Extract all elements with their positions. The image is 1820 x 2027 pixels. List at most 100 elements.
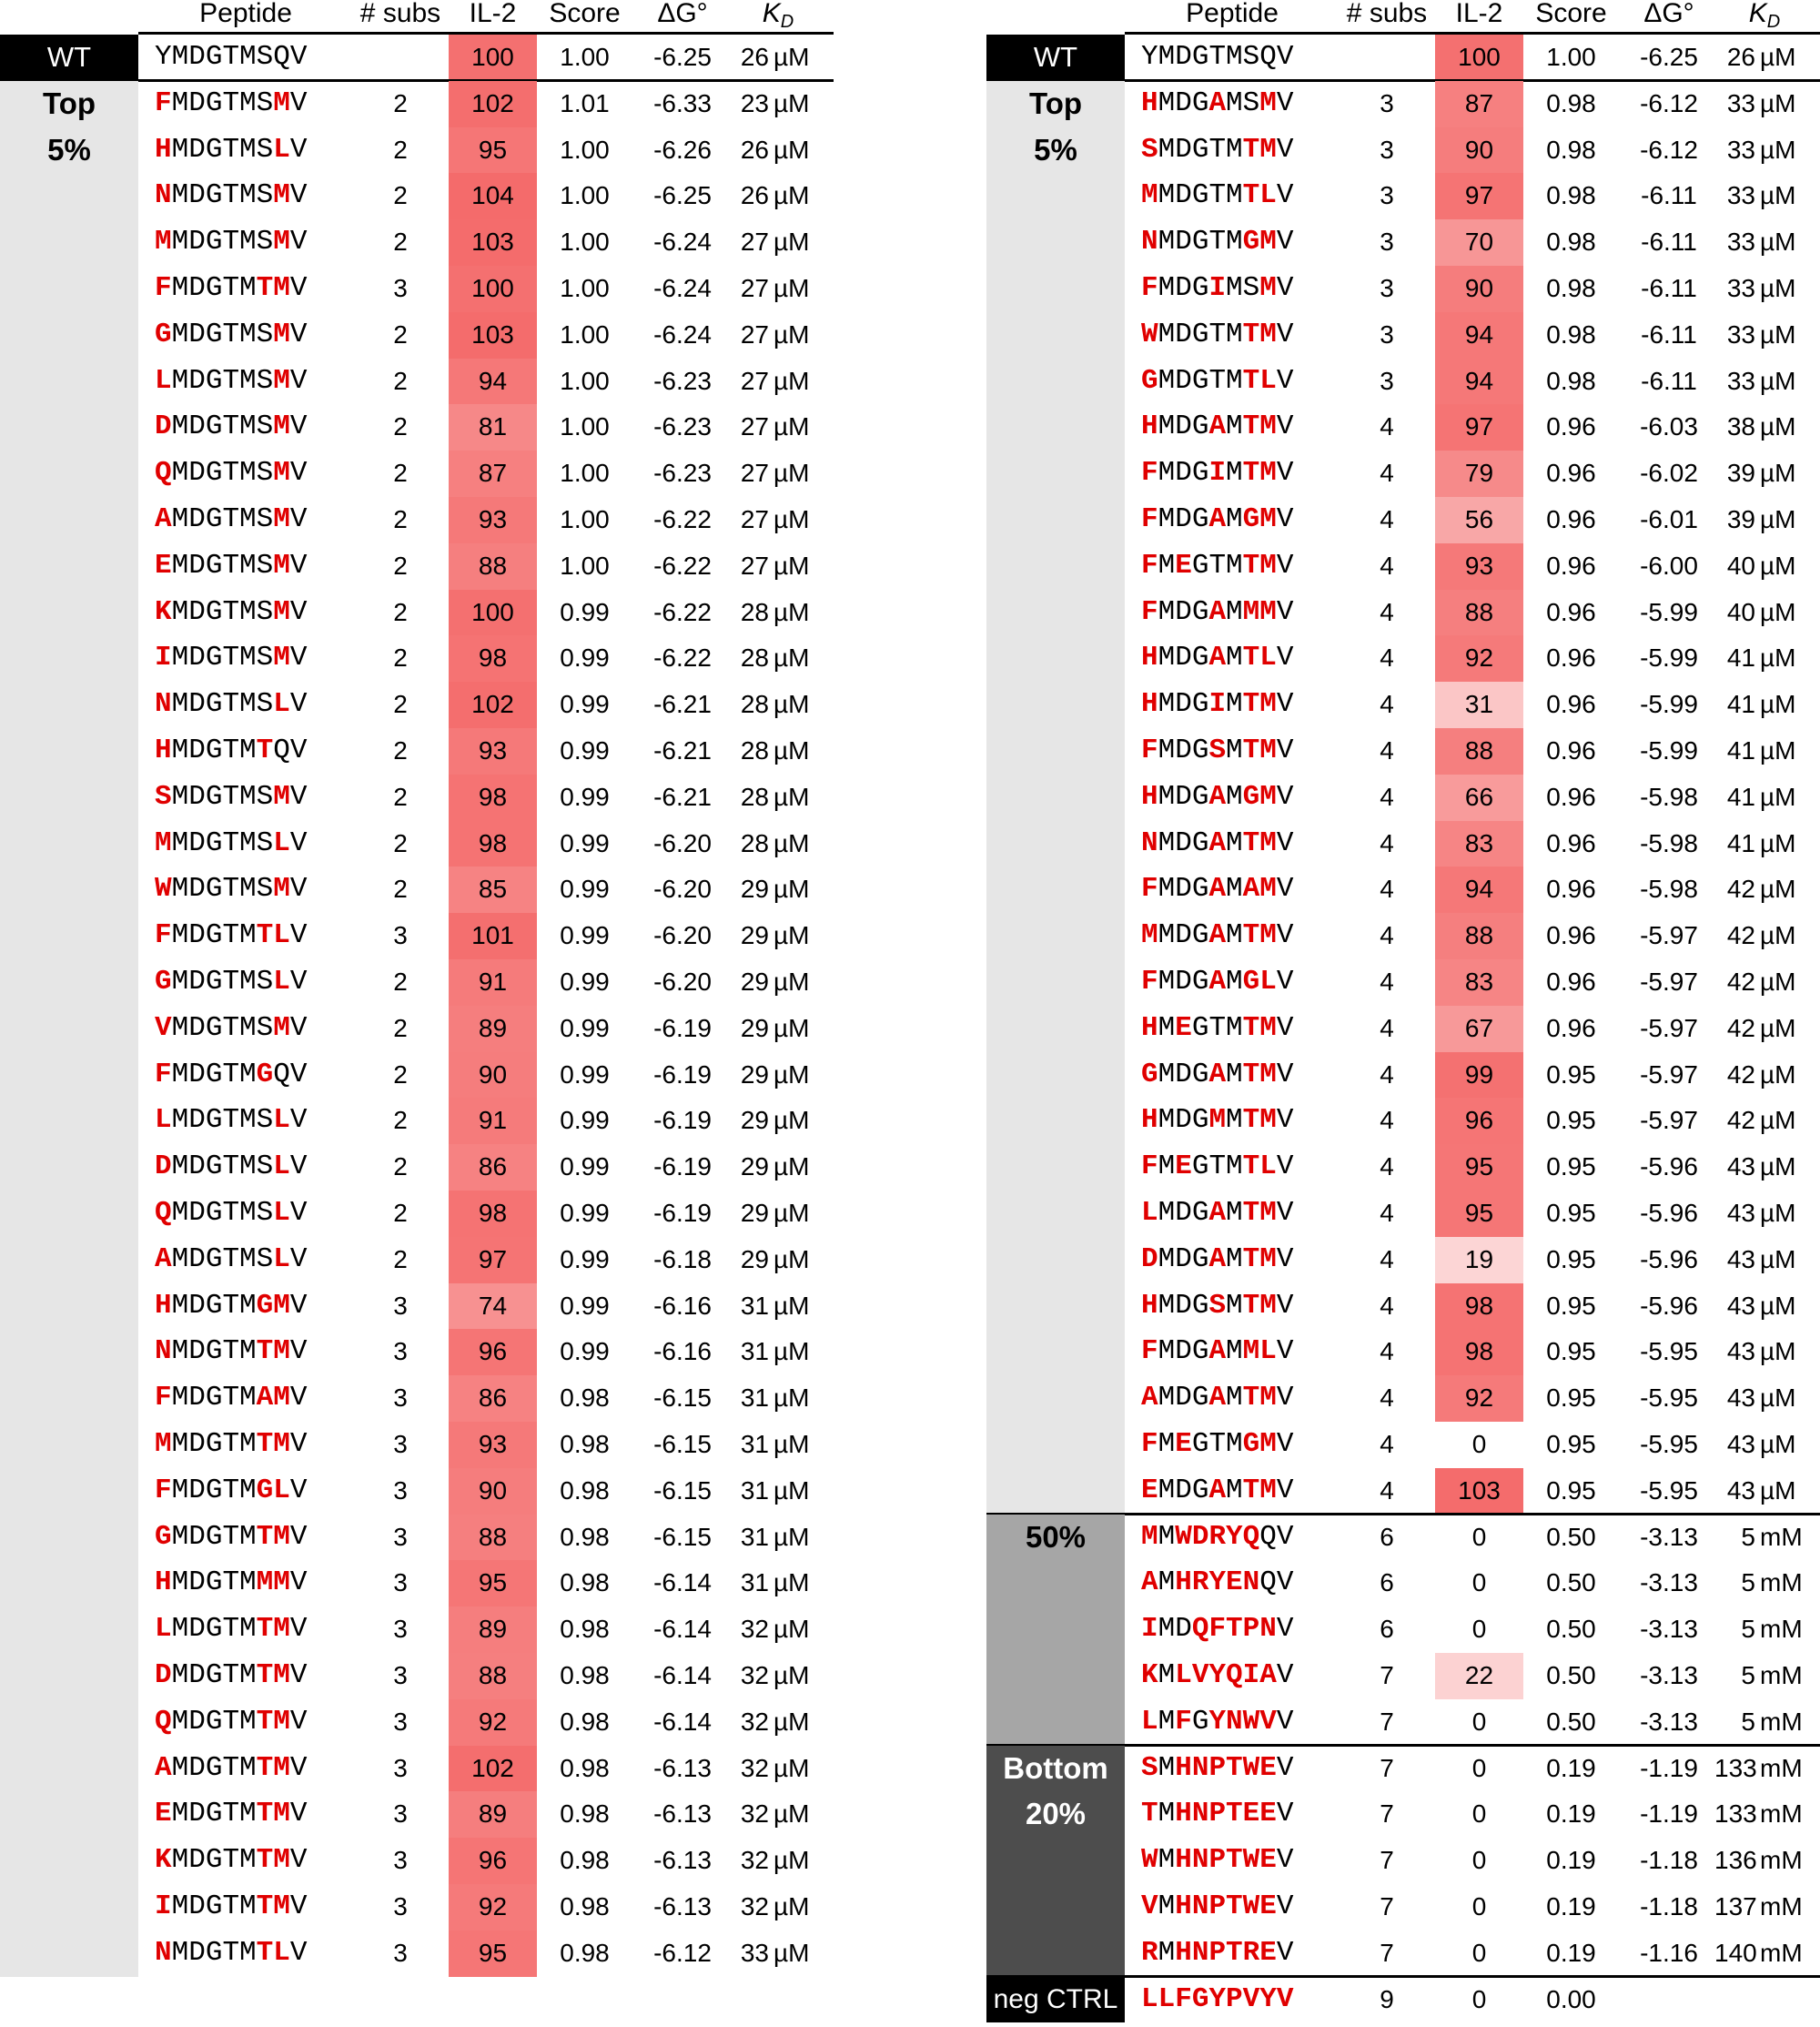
table-row: LLFGYPVYV 9 0 0.00 [986, 1977, 1820, 2023]
subs-count: 7 [1380, 1892, 1394, 1921]
dg-value: -5.97 [1640, 1106, 1698, 1135]
subs-count: 3 [393, 1291, 408, 1320]
header-score: Score [549, 0, 621, 28]
peptide-sequence: EMDGAMTMV [1141, 1474, 1294, 1506]
score-value: 0.19 [1546, 1846, 1596, 1875]
table-row: YMDGTMSQV 100 1.00 -6.25 26 µM [0, 35, 834, 81]
dg-value: -6.13 [653, 1846, 712, 1875]
table-row: AMDGAMTMV 4 92 0.95 -5.95 43 µM [986, 1375, 1820, 1422]
subs-count: 6 [1380, 1522, 1394, 1551]
il2-value: 92 [449, 1884, 537, 1931]
il2-value: 88 [449, 542, 537, 590]
table-row: HMDGIMTMV 4 31 0.96 -5.99 41 µM [986, 682, 1820, 728]
peptide-sequence: HMDGTMTQV [155, 735, 308, 766]
score-value: 0.96 [1546, 690, 1596, 719]
kd-value: 31 [740, 1383, 769, 1413]
il2-value: 104 [449, 173, 537, 220]
table-row: VMHNPTWEV 7 0 0.19 -1.18 137 mM [986, 1884, 1820, 1931]
table-row: NMDGTMGMV 3 70 0.98 -6.11 33 µM [986, 219, 1820, 266]
dg-value: -6.02 [1640, 459, 1698, 488]
score-value: 0.98 [560, 1568, 610, 1597]
kd-unit: µM [774, 1475, 810, 1505]
score-value: 1.00 [560, 412, 610, 441]
header-kd: KD [1748, 0, 1781, 32]
kd-unit: µM [774, 1383, 810, 1413]
subs-count [1332, 35, 1441, 81]
kd-value: 27 [740, 274, 769, 302]
il2-value: 0 [1471, 1568, 1487, 1597]
fifty-label-label: 50% [1025, 1519, 1087, 1554]
subs-count: 2 [393, 736, 408, 765]
il2-value: 67 [1435, 1005, 1523, 1052]
peptide-sequence: AMDGTMSMV [155, 503, 308, 535]
table-row: HMDGSMTMV 4 98 0.95 -5.96 43 µM [986, 1282, 1820, 1330]
score-value: 0.99 [560, 1291, 610, 1320]
dg-value: -6.19 [653, 1059, 712, 1089]
il2-value: 94 [1435, 867, 1523, 914]
peptide-sequence: AMDGTMTMV [155, 1751, 308, 1784]
subs-count: 3 [1380, 228, 1394, 257]
kd-value: 41 [1726, 828, 1755, 857]
kd-value: 28 [740, 690, 769, 719]
subs-count: 2 [393, 412, 408, 441]
kd-value: 29 [740, 968, 769, 996]
table-row: SMHNPTWEV 7 0 0.19 -1.19 133 mM [986, 1746, 1820, 1792]
il2-value: 0 [1471, 1938, 1487, 1967]
kd-value: 42 [1726, 1013, 1755, 1042]
score-value: 0.98 [560, 1661, 610, 1689]
score-value: 0.95 [1546, 1244, 1596, 1273]
kd-unit: µM [774, 1753, 810, 1782]
peptide-sequence: HMDGAMSMV [1141, 86, 1294, 119]
subs-count: 3 [1380, 274, 1394, 302]
header-rule [1125, 32, 1820, 35]
kd-unit: µM [1760, 736, 1796, 765]
subs-count: 4 [1380, 782, 1394, 811]
peptide-sequence: AMDGAMTMV [1141, 1382, 1294, 1414]
subs-count: 2 [393, 1244, 408, 1273]
il2-value: 89 [449, 1791, 537, 1839]
table-row: IMDQFTPNV 6 0 0.50 -3.13 5 mM [986, 1606, 1820, 1653]
score-value: 0.95 [1546, 1475, 1596, 1505]
header-peptide: Peptide [199, 0, 292, 28]
il2-value: 94 [449, 358, 537, 405]
il2-value: 98 [449, 820, 537, 867]
header-subs: # subs [1346, 0, 1428, 28]
il2-value: 95 [449, 127, 537, 174]
kd-value: 31 [740, 1568, 769, 1597]
il2-value: 31 [1435, 682, 1523, 728]
dg-value: -6.23 [653, 459, 712, 488]
kd-value: 33 [1726, 366, 1755, 395]
kd-unit: mM [1760, 1846, 1803, 1875]
table-row: SMDGTMTMV 3 90 0.98 -6.12 33 µM [986, 127, 1820, 174]
kd-value: 31 [740, 1337, 769, 1366]
neg-ctrl-label: neg CTRL [986, 1976, 1125, 2023]
kd-unit: µM [1760, 921, 1796, 950]
subs-count: 9 [1380, 1984, 1394, 2013]
subs-count: 4 [1380, 921, 1394, 950]
table-row: MMDGTMTLV 3 97 0.98 -6.11 33 µM [986, 173, 1820, 220]
kd-value: 41 [1726, 644, 1755, 673]
kd-unit: µM [774, 1799, 810, 1829]
score-value: 0.99 [560, 921, 610, 950]
il2-value: 98 [1435, 1329, 1523, 1376]
score-value: 1.00 [560, 228, 610, 257]
peptide-sequence: NMDGTMSMV [155, 179, 308, 212]
subs-count: 2 [393, 828, 408, 857]
dg-value: -6.14 [653, 1707, 712, 1736]
dg-value: -6.20 [653, 968, 712, 996]
bottom20-label-label: 20% [1025, 1797, 1087, 1831]
bottom20-label: Bottom 20% [986, 1745, 1125, 1977]
kd-value: 42 [1726, 1059, 1755, 1089]
peptide-sequence: AMHRYENQV [1141, 1566, 1294, 1599]
kd-unit: µM [1760, 1244, 1796, 1273]
kd-value: 39 [1726, 459, 1755, 488]
score-value: 0.96 [1546, 782, 1596, 811]
peptide-sequence: MMDGTMTLV [1141, 179, 1294, 212]
dg-value: -6.22 [653, 505, 712, 533]
subs-count: 3 [393, 1938, 408, 1967]
peptide-sequence: FMEGTMTMV [1141, 549, 1294, 582]
table-row: FMDGIMTMV 4 79 0.96 -6.02 39 µM [986, 451, 1820, 497]
subs-count: 2 [393, 782, 408, 811]
il2-value: 89 [449, 1606, 537, 1653]
table-row: FMDGTMGLV 3 90 0.98 -6.15 31 µM [0, 1467, 834, 1515]
